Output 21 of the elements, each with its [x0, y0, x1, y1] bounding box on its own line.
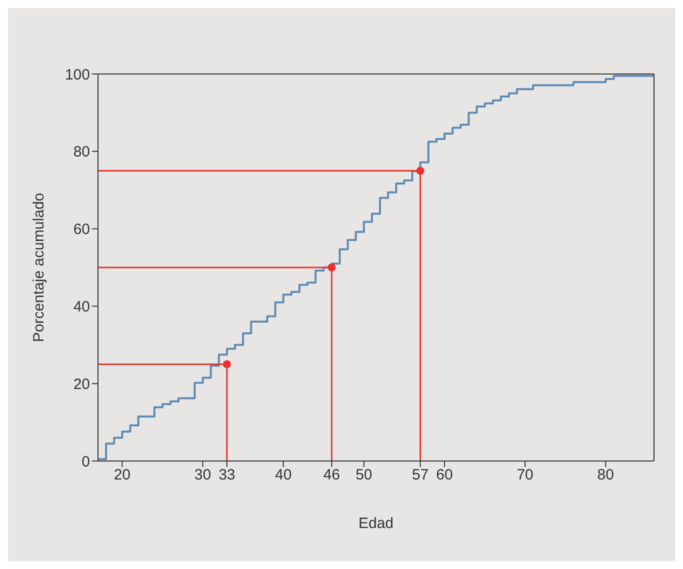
x-tick-label: 80	[597, 466, 614, 484]
point	[328, 264, 336, 272]
y-tick-label: 100	[64, 66, 90, 84]
y-tick-label: 20	[73, 376, 90, 393]
point	[222, 360, 231, 368]
x-tick-label: 20	[114, 466, 131, 484]
x-tick-label: 40	[274, 466, 292, 484]
x-tick-label: 60	[436, 466, 453, 484]
y-tick-label: 0	[82, 453, 90, 470]
y-tick-label: 60	[73, 221, 90, 238]
y-axis-title: Porcentaje acumulado	[30, 192, 48, 342]
x-axis-title: Edad	[358, 515, 394, 532]
x-tick-label: 30	[194, 466, 212, 484]
x-tick-label: 57	[412, 466, 429, 484]
x-tick-label: 70	[516, 466, 534, 484]
y-tick-label: 80	[73, 144, 90, 161]
x-tick-label: 46	[323, 466, 340, 484]
x-tick-label: 50	[356, 466, 372, 484]
point	[416, 166, 424, 175]
x-tick-label: 33	[218, 466, 236, 484]
y-tick-label: 40	[73, 298, 90, 316]
